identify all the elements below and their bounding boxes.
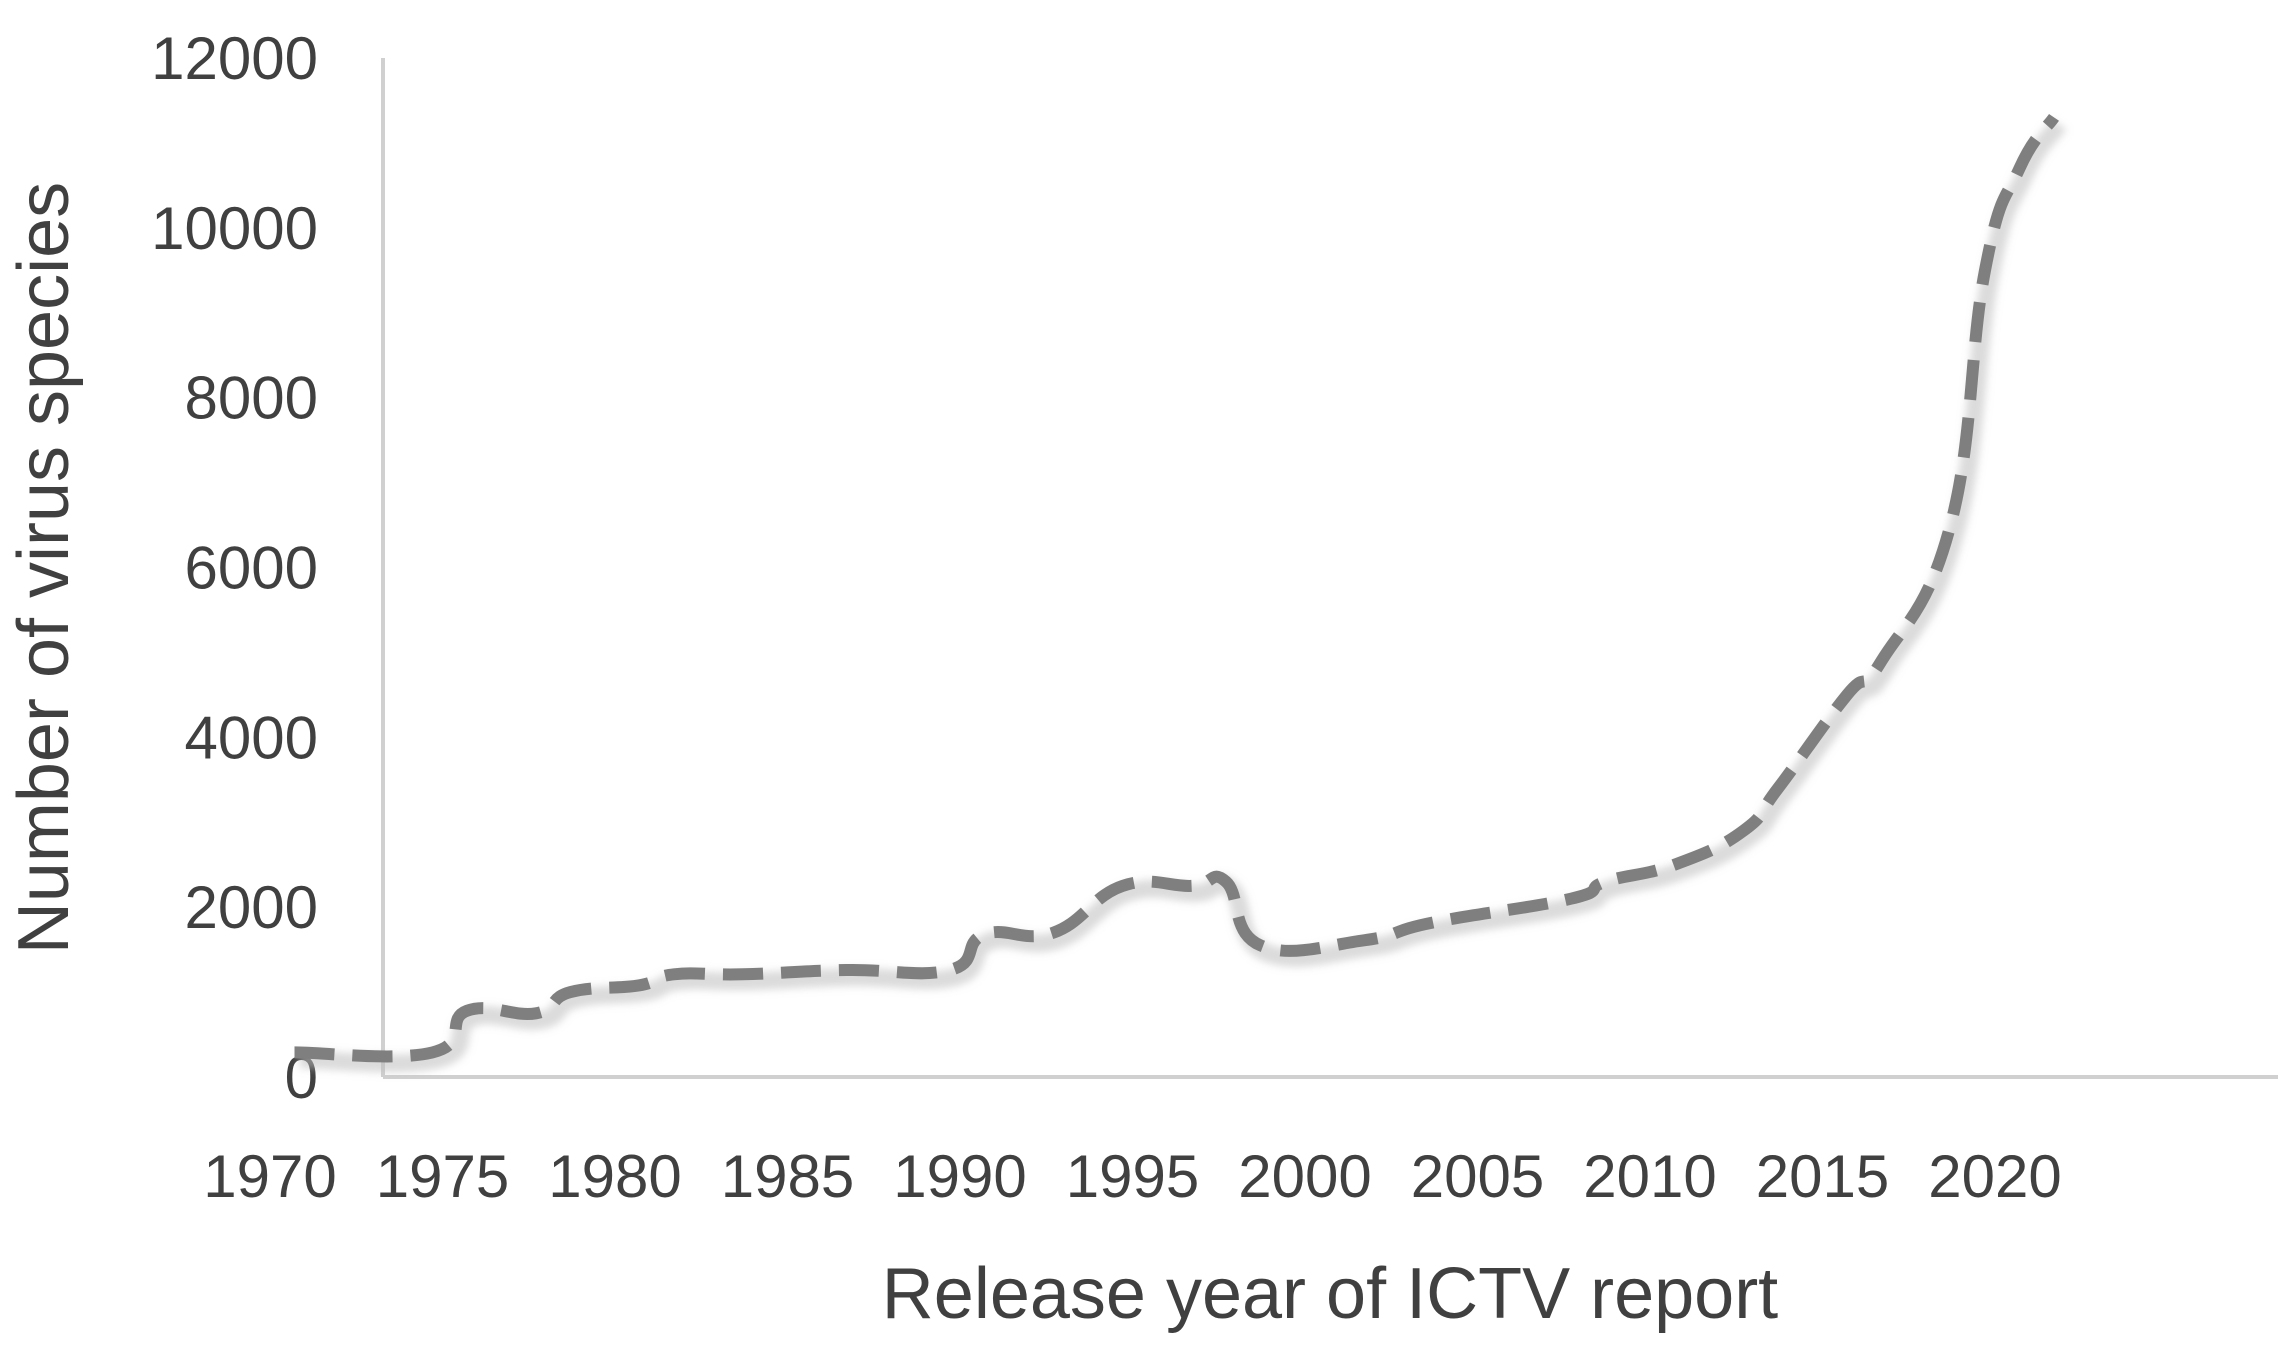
x-tick-label: 1970 <box>203 1143 336 1210</box>
y-tick-label: 4000 <box>185 704 318 771</box>
x-tick-label: 2020 <box>1928 1143 2061 1210</box>
series-line <box>294 113 2059 1063</box>
x-tick-label: 1975 <box>376 1143 509 1210</box>
x-tick-label: 2010 <box>1583 1143 1716 1210</box>
y-tick-label: 10000 <box>151 195 318 262</box>
y-tick-label: 6000 <box>185 535 318 602</box>
y-tick-label: 8000 <box>185 365 318 432</box>
x-tick-label: 2000 <box>1238 1143 1371 1210</box>
x-tick-label: 1980 <box>548 1143 681 1210</box>
x-axis-title: Release year of ICTV report <box>882 1254 1778 1334</box>
x-tick-label: 2015 <box>1756 1143 1889 1210</box>
x-tick-label: 1990 <box>893 1143 1026 1210</box>
x-tick-label: 2005 <box>1411 1143 1544 1210</box>
series-layer <box>294 113 2067 1073</box>
x-tick-labels: 1970 1975 1980 1985 1990 1995 2000 2005 2010 2015… <box>203 1143 2061 1210</box>
x-tick-label: 1995 <box>1066 1143 1199 1210</box>
y-tick-label: 12000 <box>151 25 318 92</box>
y-axis-title: Number of virus species <box>4 182 84 954</box>
x-tick-label: 1985 <box>721 1143 854 1210</box>
series-line-shadow <box>299 119 2067 1073</box>
y-tick-label: 2000 <box>185 874 318 941</box>
